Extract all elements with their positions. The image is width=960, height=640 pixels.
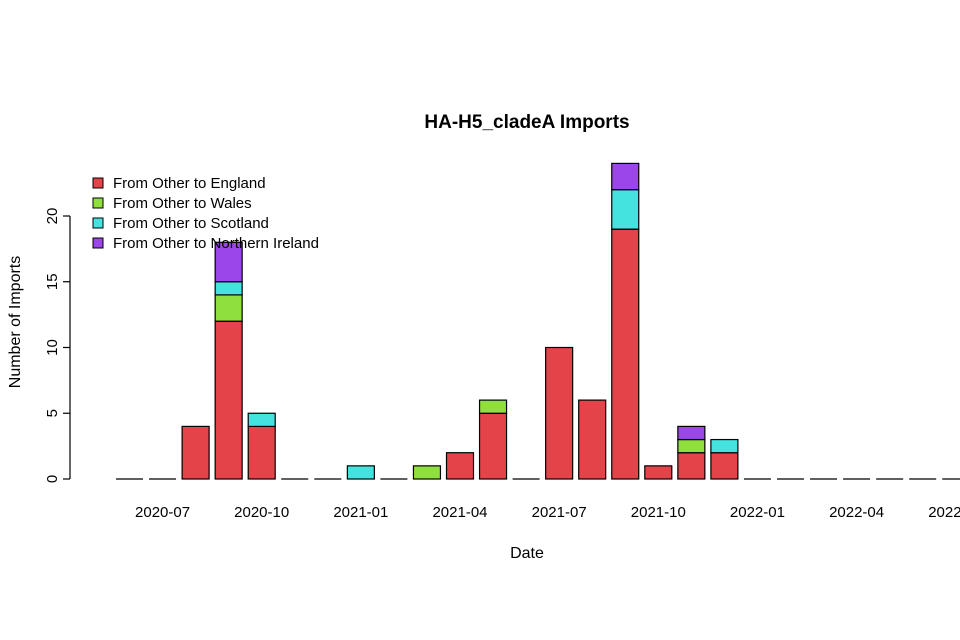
legend: From Other to England From Other to Wales… [92, 175, 319, 252]
y-tick-label: 5 [44, 409, 61, 417]
bar-segment [214, 241, 243, 283]
legend-swatch [92, 177, 104, 189]
x-tick-label: 2020-10 [234, 504, 289, 521]
bar-segment [478, 412, 508, 480]
legend-label: From Other to Wales [113, 195, 252, 212]
legend-swatch [92, 237, 104, 249]
x-tick-label: 2021-10 [631, 504, 686, 521]
bar-segment [545, 346, 574, 480]
bar-segment [181, 425, 210, 480]
bar-segment [478, 399, 508, 414]
legend-swatch [92, 217, 104, 229]
x-tick-label: 2022-07 [928, 504, 960, 521]
bar-segment [578, 399, 607, 480]
x-tick-label: 2022-01 [730, 504, 785, 521]
bar-segment [644, 465, 673, 480]
bar-segment [611, 189, 640, 230]
bar-segment [677, 452, 706, 480]
bar-segment [710, 438, 739, 454]
y-tick-label: 20 [44, 208, 61, 225]
bar-segment [214, 294, 243, 322]
legend-label: From Other to Scotland [113, 215, 269, 232]
bar-segment [611, 162, 640, 191]
legend-label: From Other to England [113, 175, 266, 192]
x-tick-label: 2021-07 [532, 504, 587, 521]
bar-segment [412, 465, 442, 480]
x-tick-label: 2021-01 [333, 504, 388, 521]
y-tick-label: 15 [44, 273, 61, 290]
y-tick-label: 0 [44, 475, 61, 483]
bar-segment [710, 452, 739, 480]
bar-segment [247, 412, 276, 427]
bar-segment [445, 452, 475, 480]
bar-segment [611, 228, 640, 480]
bar-segment [677, 438, 706, 454]
x-tick-label: 2022-04 [829, 504, 884, 521]
y-tick-label: 10 [44, 339, 61, 356]
legend-label: From Other to Northern Ireland [113, 235, 319, 252]
x-tick-label: 2021-04 [432, 504, 487, 521]
y-axis: 0 5 10 15 20 [44, 208, 71, 483]
bar-segment [214, 320, 243, 480]
bars-group [116, 162, 960, 480]
legend-swatch [92, 197, 104, 209]
bar-segment [346, 465, 375, 480]
bar-segment [214, 281, 243, 296]
bar-segment [677, 425, 706, 441]
x-axis-label: Date [510, 545, 544, 562]
chart-title: HA-H5_cladeA Imports [424, 112, 629, 133]
bar-segment [247, 425, 276, 480]
y-axis-label: Number of Imports [7, 256, 24, 388]
x-axis: 2020-07 2020-10 2021-01 2021-04 2021-07 2021-… [135, 504, 960, 521]
x-tick-label: 2020-07 [135, 504, 190, 521]
